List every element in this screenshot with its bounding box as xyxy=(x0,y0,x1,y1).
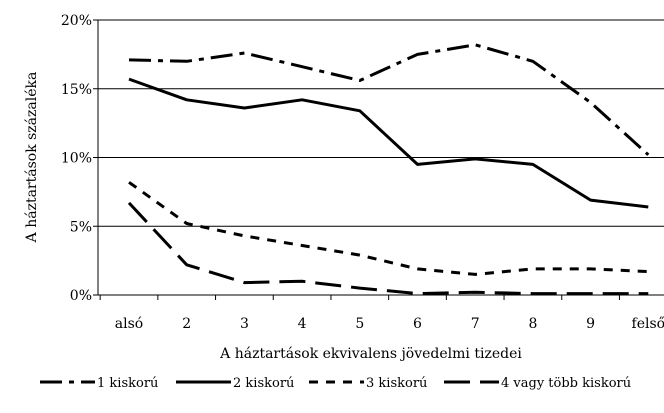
x-tick-label-2: 3 xyxy=(240,316,249,332)
x-tick-label-4: 5 xyxy=(355,316,364,332)
legend-label-3: 3 kiskorú xyxy=(366,376,427,391)
x-tick-label-9: felső xyxy=(632,316,664,332)
series-line-2 xyxy=(128,77,649,209)
legend-label-1: 1 kiskorú xyxy=(97,376,158,391)
x-tick-label-3: 4 xyxy=(298,316,307,332)
legend: 1 kiskorú 2 kiskorú 3 kiskorú 4 vagy több k… xyxy=(40,376,631,391)
x-tick-label-6: 7 xyxy=(471,316,480,332)
series xyxy=(127,43,650,296)
grid xyxy=(98,19,664,227)
y-tick-label-4: 20% xyxy=(61,13,92,29)
series-line-4 xyxy=(127,201,649,296)
y-tick-label-1: 5% xyxy=(70,219,92,235)
x-tick-label-8: 9 xyxy=(586,316,595,332)
legend-label-4: 4 vagy több kiskorú xyxy=(501,376,631,391)
series-line-3 xyxy=(128,181,649,276)
x-tick-label-1: 2 xyxy=(182,316,191,332)
series-line-1 xyxy=(128,43,650,156)
x-tick-label-5: 6 xyxy=(413,316,422,332)
x-tick-label-7: 8 xyxy=(528,316,537,332)
y-tick-label-3: 15% xyxy=(61,82,92,98)
legend-label-2: 2 kiskorú xyxy=(233,376,294,391)
x-axis-title: A háztartások ekvivalens jövedelmi tized… xyxy=(219,346,522,362)
x-tick-label-0: alsó xyxy=(115,316,143,332)
y-tick-label-2: 10% xyxy=(61,151,92,167)
y-axis-title: A háztartások százaléka xyxy=(24,72,40,244)
y-tick-label-0: 0% xyxy=(70,288,92,304)
ticks: 0% 5% 10% 15% 20% alsó 2 3 4 5 6 7 8 9 felső xyxy=(61,13,664,332)
